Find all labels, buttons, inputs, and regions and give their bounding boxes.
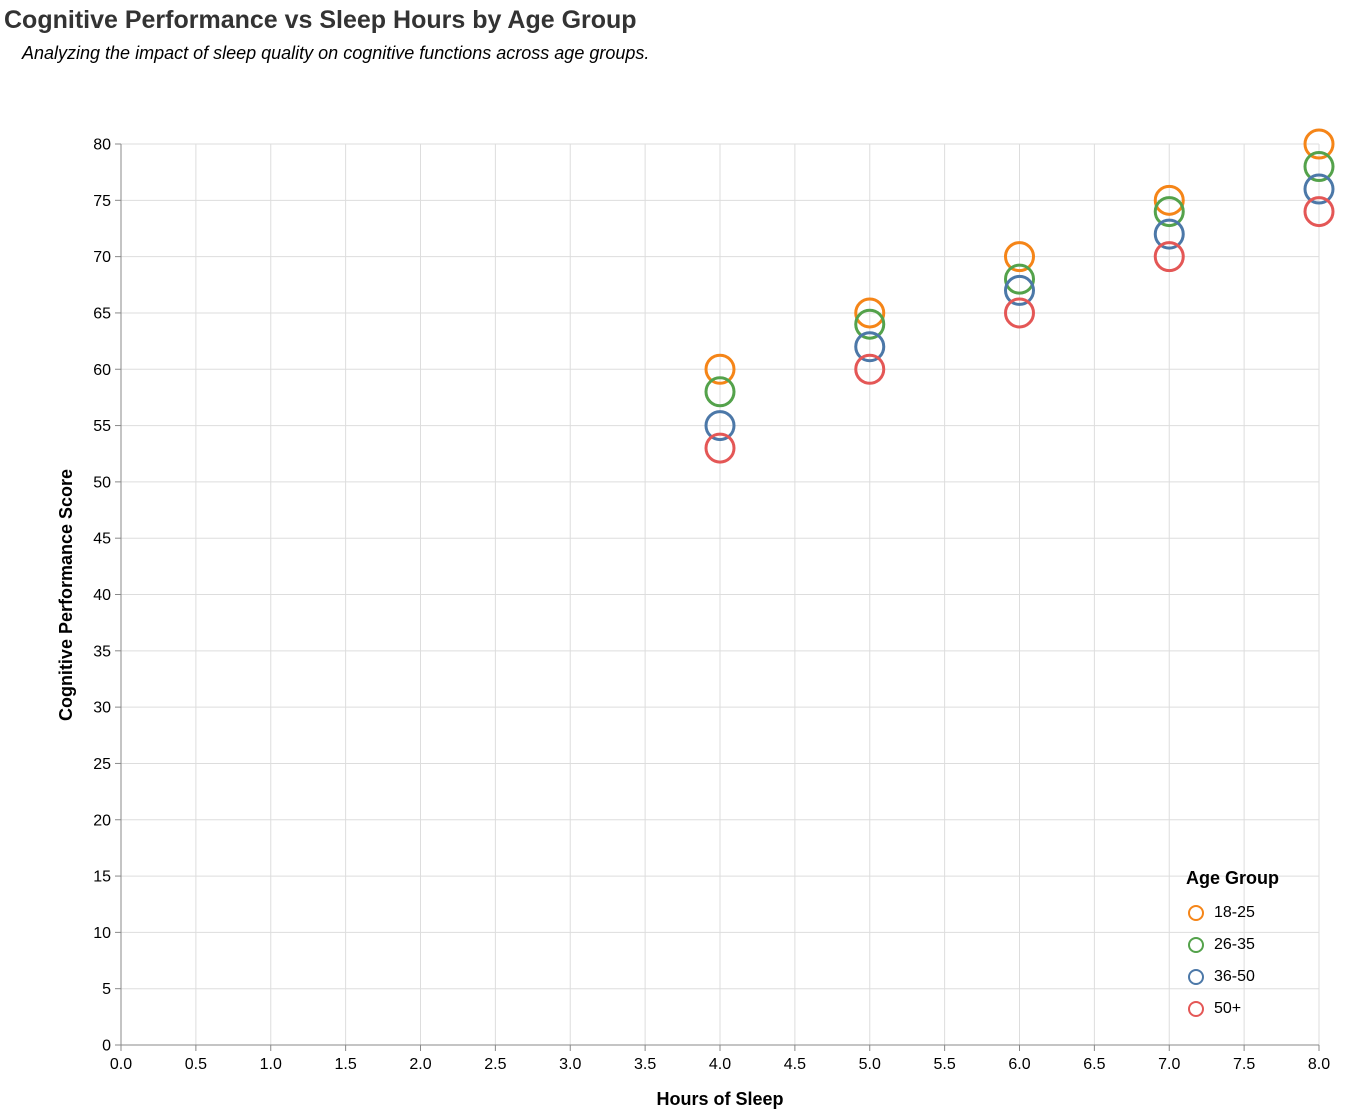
legend-label: 18-25 [1214, 904, 1255, 921]
data-point-18-25[interactable] [1303, 128, 1335, 160]
data-point-36-50[interactable] [704, 410, 736, 442]
grid-lines [120, 143, 1320, 1046]
legend-swatch [1188, 969, 1204, 985]
y-tick-label: 50 [93, 474, 111, 491]
y-tick-label: 5 [102, 981, 111, 998]
legend-swatch [1188, 937, 1204, 953]
y-tick-label: 75 [93, 193, 111, 210]
y-tick-label: 25 [93, 756, 111, 773]
y-tick-label: 35 [93, 643, 111, 660]
data-point-50+[interactable] [704, 432, 736, 464]
data-point-18-25[interactable] [1004, 241, 1035, 273]
data-point-50+[interactable] [1153, 241, 1185, 273]
x-tick-label: 2.0 [409, 1056, 431, 1073]
x-tick-label: 5.5 [934, 1056, 956, 1073]
data-point-50+[interactable] [1303, 196, 1335, 228]
data-point-18-25[interactable] [1153, 184, 1185, 216]
data-point-36-50[interactable] [1004, 274, 1035, 306]
x-tick-label: 0.5 [185, 1056, 207, 1073]
x-tick-label: 0.0 [110, 1056, 132, 1073]
y-tick-label: 30 [93, 700, 111, 717]
data-point-18-25[interactable] [704, 353, 736, 385]
y-tick-label: 60 [93, 362, 111, 379]
legend-item[interactable]: 50+ [1186, 993, 1279, 1025]
legend-item[interactable]: 36-50 [1186, 961, 1279, 993]
chart-subtitle: Analyzing the impact of sleep quality on… [22, 43, 650, 63]
y-tick-label: 40 [93, 587, 111, 604]
axes: 0.0 0.5 1.0 1.5 2.0 2.5 3.0 3.5 4.0 4.5 5.0 5.5 6.0 6… [93, 137, 1330, 1074]
legend-label: 36-50 [1214, 968, 1255, 985]
x-tick-label: 5.0 [859, 1056, 881, 1073]
legend-label: 26-35 [1214, 936, 1255, 953]
data-point-18-25[interactable] [854, 297, 886, 329]
y-tick-label: 65 [93, 305, 111, 322]
y-tick-label: 55 [93, 418, 111, 435]
data-point-50+[interactable] [854, 353, 886, 385]
x-tick-label: 1.0 [260, 1056, 282, 1073]
legend-title: Age Group [1186, 868, 1279, 888]
data-points [704, 128, 1335, 464]
x-tick-label: 6.0 [1008, 1056, 1030, 1073]
y-tick-label: 80 [93, 137, 111, 154]
x-tick-label: 4.0 [709, 1056, 731, 1073]
y-tick-label: 45 [93, 531, 111, 548]
x-tick-label: 3.0 [559, 1056, 581, 1073]
x-tick-label: 3.5 [634, 1056, 656, 1073]
y-axis-title: Cognitive Performance Score [56, 469, 76, 721]
y-tick-label: 0 [102, 1038, 111, 1055]
x-tick-label: 1.5 [335, 1056, 357, 1073]
x-tick-label: 6.5 [1083, 1056, 1105, 1073]
legend-items: 18-25 26-35 36-50 50+ [1186, 897, 1279, 1025]
data-point-26-35[interactable] [854, 308, 886, 340]
data-point-36-50[interactable] [854, 331, 886, 363]
legend-item[interactable]: 18-25 [1186, 897, 1279, 929]
data-point-26-35[interactable] [704, 376, 736, 408]
legend-swatch [1188, 905, 1204, 921]
data-point-26-35[interactable] [1004, 263, 1035, 295]
y-tick-label: 10 [93, 925, 111, 942]
y-tick-label: 15 [93, 869, 111, 886]
y-tick-label: 20 [93, 812, 111, 829]
x-tick-label: 2.5 [484, 1056, 506, 1073]
legend: Age Group 18-25 26-35 36-50 50+ [1186, 868, 1279, 1025]
data-point-36-50[interactable] [1153, 218, 1185, 250]
data-point-36-50[interactable] [1303, 173, 1335, 205]
legend-label: 50+ [1214, 1000, 1242, 1017]
chart-title: Cognitive Performance vs Sleep Hours by … [4, 6, 637, 34]
x-axis-title: Hours of Sleep [656, 1089, 783, 1109]
x-tick-label: 7.5 [1233, 1056, 1255, 1073]
y-tick-label: 70 [93, 249, 111, 266]
x-tick-label: 8.0 [1308, 1056, 1330, 1073]
data-point-50+[interactable] [1004, 297, 1035, 329]
legend-swatch [1188, 1001, 1204, 1017]
x-tick-label: 4.5 [784, 1056, 806, 1073]
legend-item[interactable]: 26-35 [1186, 929, 1279, 961]
data-point-26-35[interactable] [1303, 151, 1335, 183]
x-tick-label: 7.0 [1158, 1056, 1180, 1073]
data-point-26-35[interactable] [1153, 196, 1185, 228]
